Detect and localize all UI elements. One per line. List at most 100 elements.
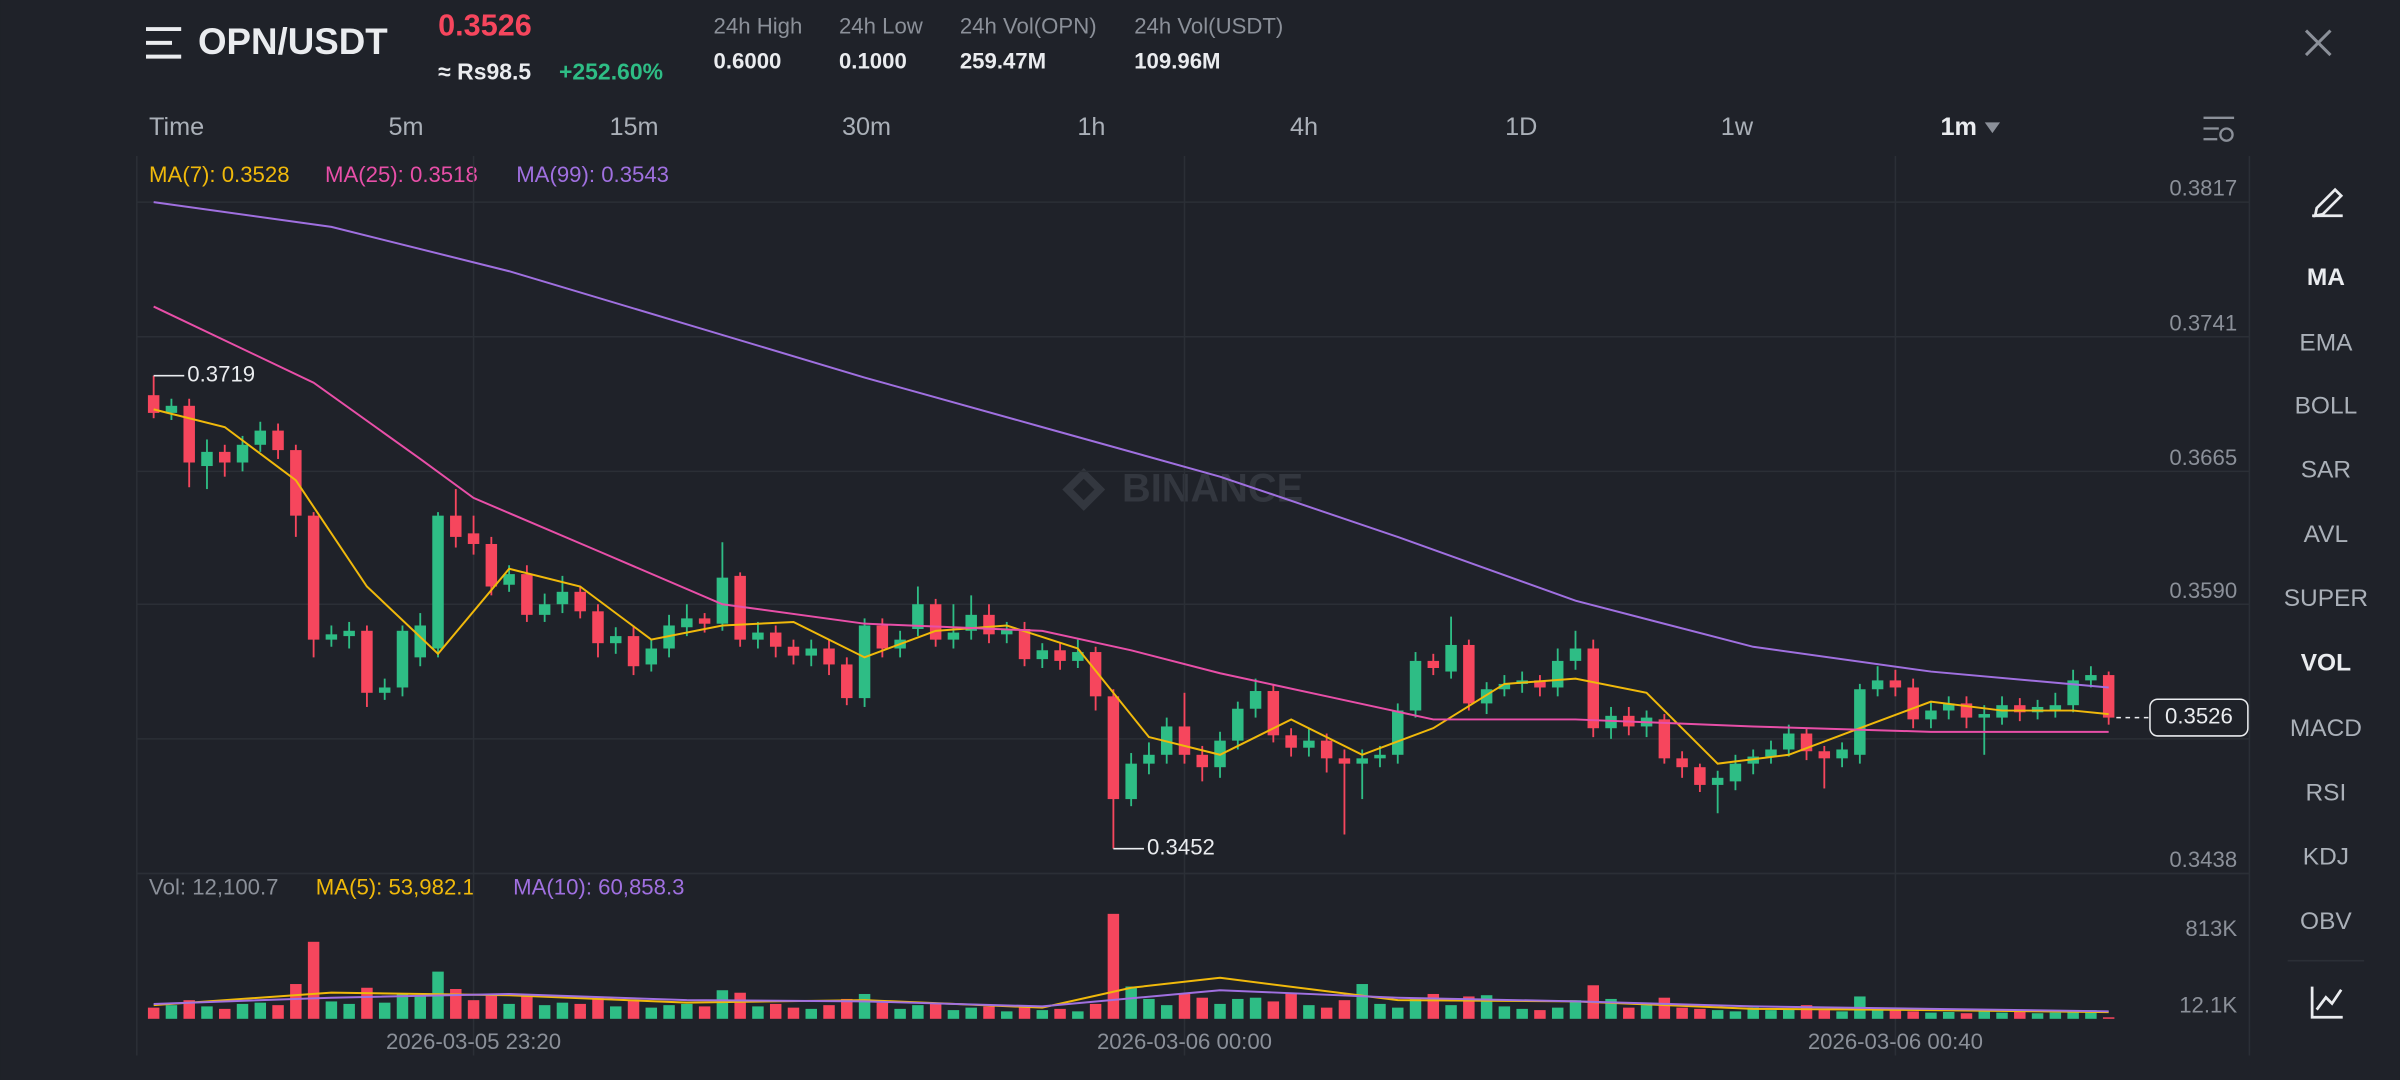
- indicator[interactable]: SAR: [2301, 457, 2351, 484]
- candle-body: [1765, 749, 1777, 757]
- volume-bar: [1658, 997, 1671, 1019]
- volume-bar: [698, 1006, 711, 1019]
- indicator[interactable]: AVL: [2304, 521, 2348, 548]
- interval-tab[interactable]: Time: [149, 113, 204, 141]
- volume-bar: [1267, 1001, 1280, 1019]
- volume-bar: [1125, 986, 1137, 1019]
- interval-tab[interactable]: 1D: [1505, 113, 1537, 141]
- volume-bar: [467, 1000, 480, 1019]
- candle-body: [610, 636, 622, 644]
- last-price: 0.3526: [438, 9, 532, 43]
- vol-ma-legend: MA(10): 60,858.3: [513, 875, 684, 900]
- stat-value: 109.96M: [1134, 49, 1220, 74]
- candle-body: [1125, 763, 1137, 800]
- candle-body: [378, 687, 391, 693]
- chart-type-icon[interactable]: [2310, 986, 2343, 1019]
- volume-bar: [1996, 1012, 2008, 1019]
- volume-bar: [1978, 1011, 1990, 1019]
- candle-body: [485, 543, 498, 587]
- volume-bar: [1907, 1011, 1919, 1019]
- volume-bar: [1960, 1013, 1973, 1019]
- indicator[interactable]: OBV: [2300, 908, 2352, 935]
- volume-bar: [681, 1003, 693, 1019]
- candle-body: [1676, 758, 1688, 768]
- candle-body: [1800, 733, 1813, 752]
- stat-value: 0.6000: [714, 49, 782, 74]
- candle-body: [1018, 629, 1031, 660]
- indicator[interactable]: SUPER: [2284, 585, 2368, 612]
- close-button[interactable]: [2304, 29, 2332, 57]
- indicator[interactable]: RSI: [2305, 779, 2346, 806]
- stat-label: 24h Vol(OPN): [960, 13, 1097, 38]
- volume-bar: [1374, 1003, 1386, 1019]
- candle-body: [1658, 719, 1671, 759]
- volume-bar: [325, 1001, 338, 1019]
- ma-legend: MA(25): 0.3518: [325, 162, 478, 187]
- volume-bar: [556, 1002, 569, 1019]
- interval-tab-active[interactable]: 1m: [1941, 113, 1977, 141]
- candle-body: [1285, 735, 1297, 748]
- interval-tab[interactable]: 30m: [842, 113, 891, 141]
- stat-value: 0.1000: [839, 49, 907, 74]
- candle-body: [236, 444, 249, 463]
- volume-bar: [1498, 1006, 1511, 1019]
- candle-body: [1942, 703, 1955, 711]
- volume-bar: [1516, 1008, 1528, 1019]
- volume-bar: [1107, 913, 1120, 1019]
- volume-bar: [965, 1007, 977, 1019]
- interval-tab[interactable]: 4h: [1290, 113, 1318, 141]
- candle-body: [219, 451, 231, 463]
- candle-body: [1143, 754, 1155, 764]
- draw-tool-icon[interactable]: [2312, 187, 2344, 218]
- candle-body: [2049, 705, 2062, 711]
- candle-body: [1036, 650, 1049, 660]
- volume-bar: [805, 1008, 817, 1019]
- interval-tab[interactable]: 1h: [1077, 113, 1105, 141]
- candle-body: [1445, 644, 1457, 672]
- pair[interactable]: OPN/USDT: [198, 21, 388, 62]
- candle-body: [1978, 714, 1990, 718]
- indicator[interactable]: MACD: [2290, 715, 2362, 742]
- candle-body: [1107, 696, 1120, 800]
- candle-body: [1072, 652, 1084, 661]
- volume-bar: [1729, 1011, 1742, 1019]
- volume-bar: [663, 1005, 675, 1019]
- candle-body: [1178, 726, 1191, 755]
- candle-body: [521, 574, 533, 615]
- candle-body: [1818, 751, 1831, 759]
- candle-body: [716, 577, 729, 624]
- chart-settings-icon[interactable]: [2203, 116, 2235, 142]
- volume-bar: [1676, 1007, 1688, 1019]
- volume-bar: [1320, 1007, 1333, 1019]
- interval-tab[interactable]: 15m: [609, 113, 658, 141]
- interval-tab[interactable]: 1w: [1721, 113, 1754, 141]
- candle-body: [343, 630, 355, 637]
- indicator[interactable]: MA: [2307, 264, 2345, 291]
- menu-icon[interactable]: [146, 27, 182, 59]
- indicator[interactable]: BOLL: [2295, 392, 2358, 419]
- volume-bar: [165, 1005, 178, 1019]
- volume-bar: [361, 987, 373, 1019]
- candle-body: [183, 405, 195, 463]
- volume-bar: [521, 996, 533, 1019]
- ma-line: [153, 408, 2109, 765]
- interval-tab[interactable]: 5m: [389, 113, 424, 141]
- volume-bar: [1747, 1007, 1759, 1019]
- candle-body: [1871, 680, 1884, 690]
- vol-ma-legend: MA(5): 53,982.1: [316, 875, 475, 900]
- volume-bar: [1605, 998, 1617, 1019]
- volume-bar: [983, 1006, 995, 1019]
- volume-bar: [414, 996, 426, 1019]
- candle-body: [1694, 767, 1706, 785]
- candle-body: [201, 451, 213, 467]
- volume-bar: [1889, 1010, 1902, 1019]
- volume-bar: [1783, 1008, 1795, 1019]
- vol-tick-label: 12.1K: [2179, 992, 2237, 1017]
- candle-body: [805, 648, 817, 656]
- watermark: BINANCE: [1122, 467, 1303, 511]
- indicator[interactable]: VOL: [2301, 649, 2351, 676]
- volume-bar: [592, 997, 604, 1019]
- indicator[interactable]: KDJ: [2303, 844, 2349, 871]
- candle-body: [1427, 660, 1440, 668]
- indicator[interactable]: EMA: [2299, 330, 2353, 357]
